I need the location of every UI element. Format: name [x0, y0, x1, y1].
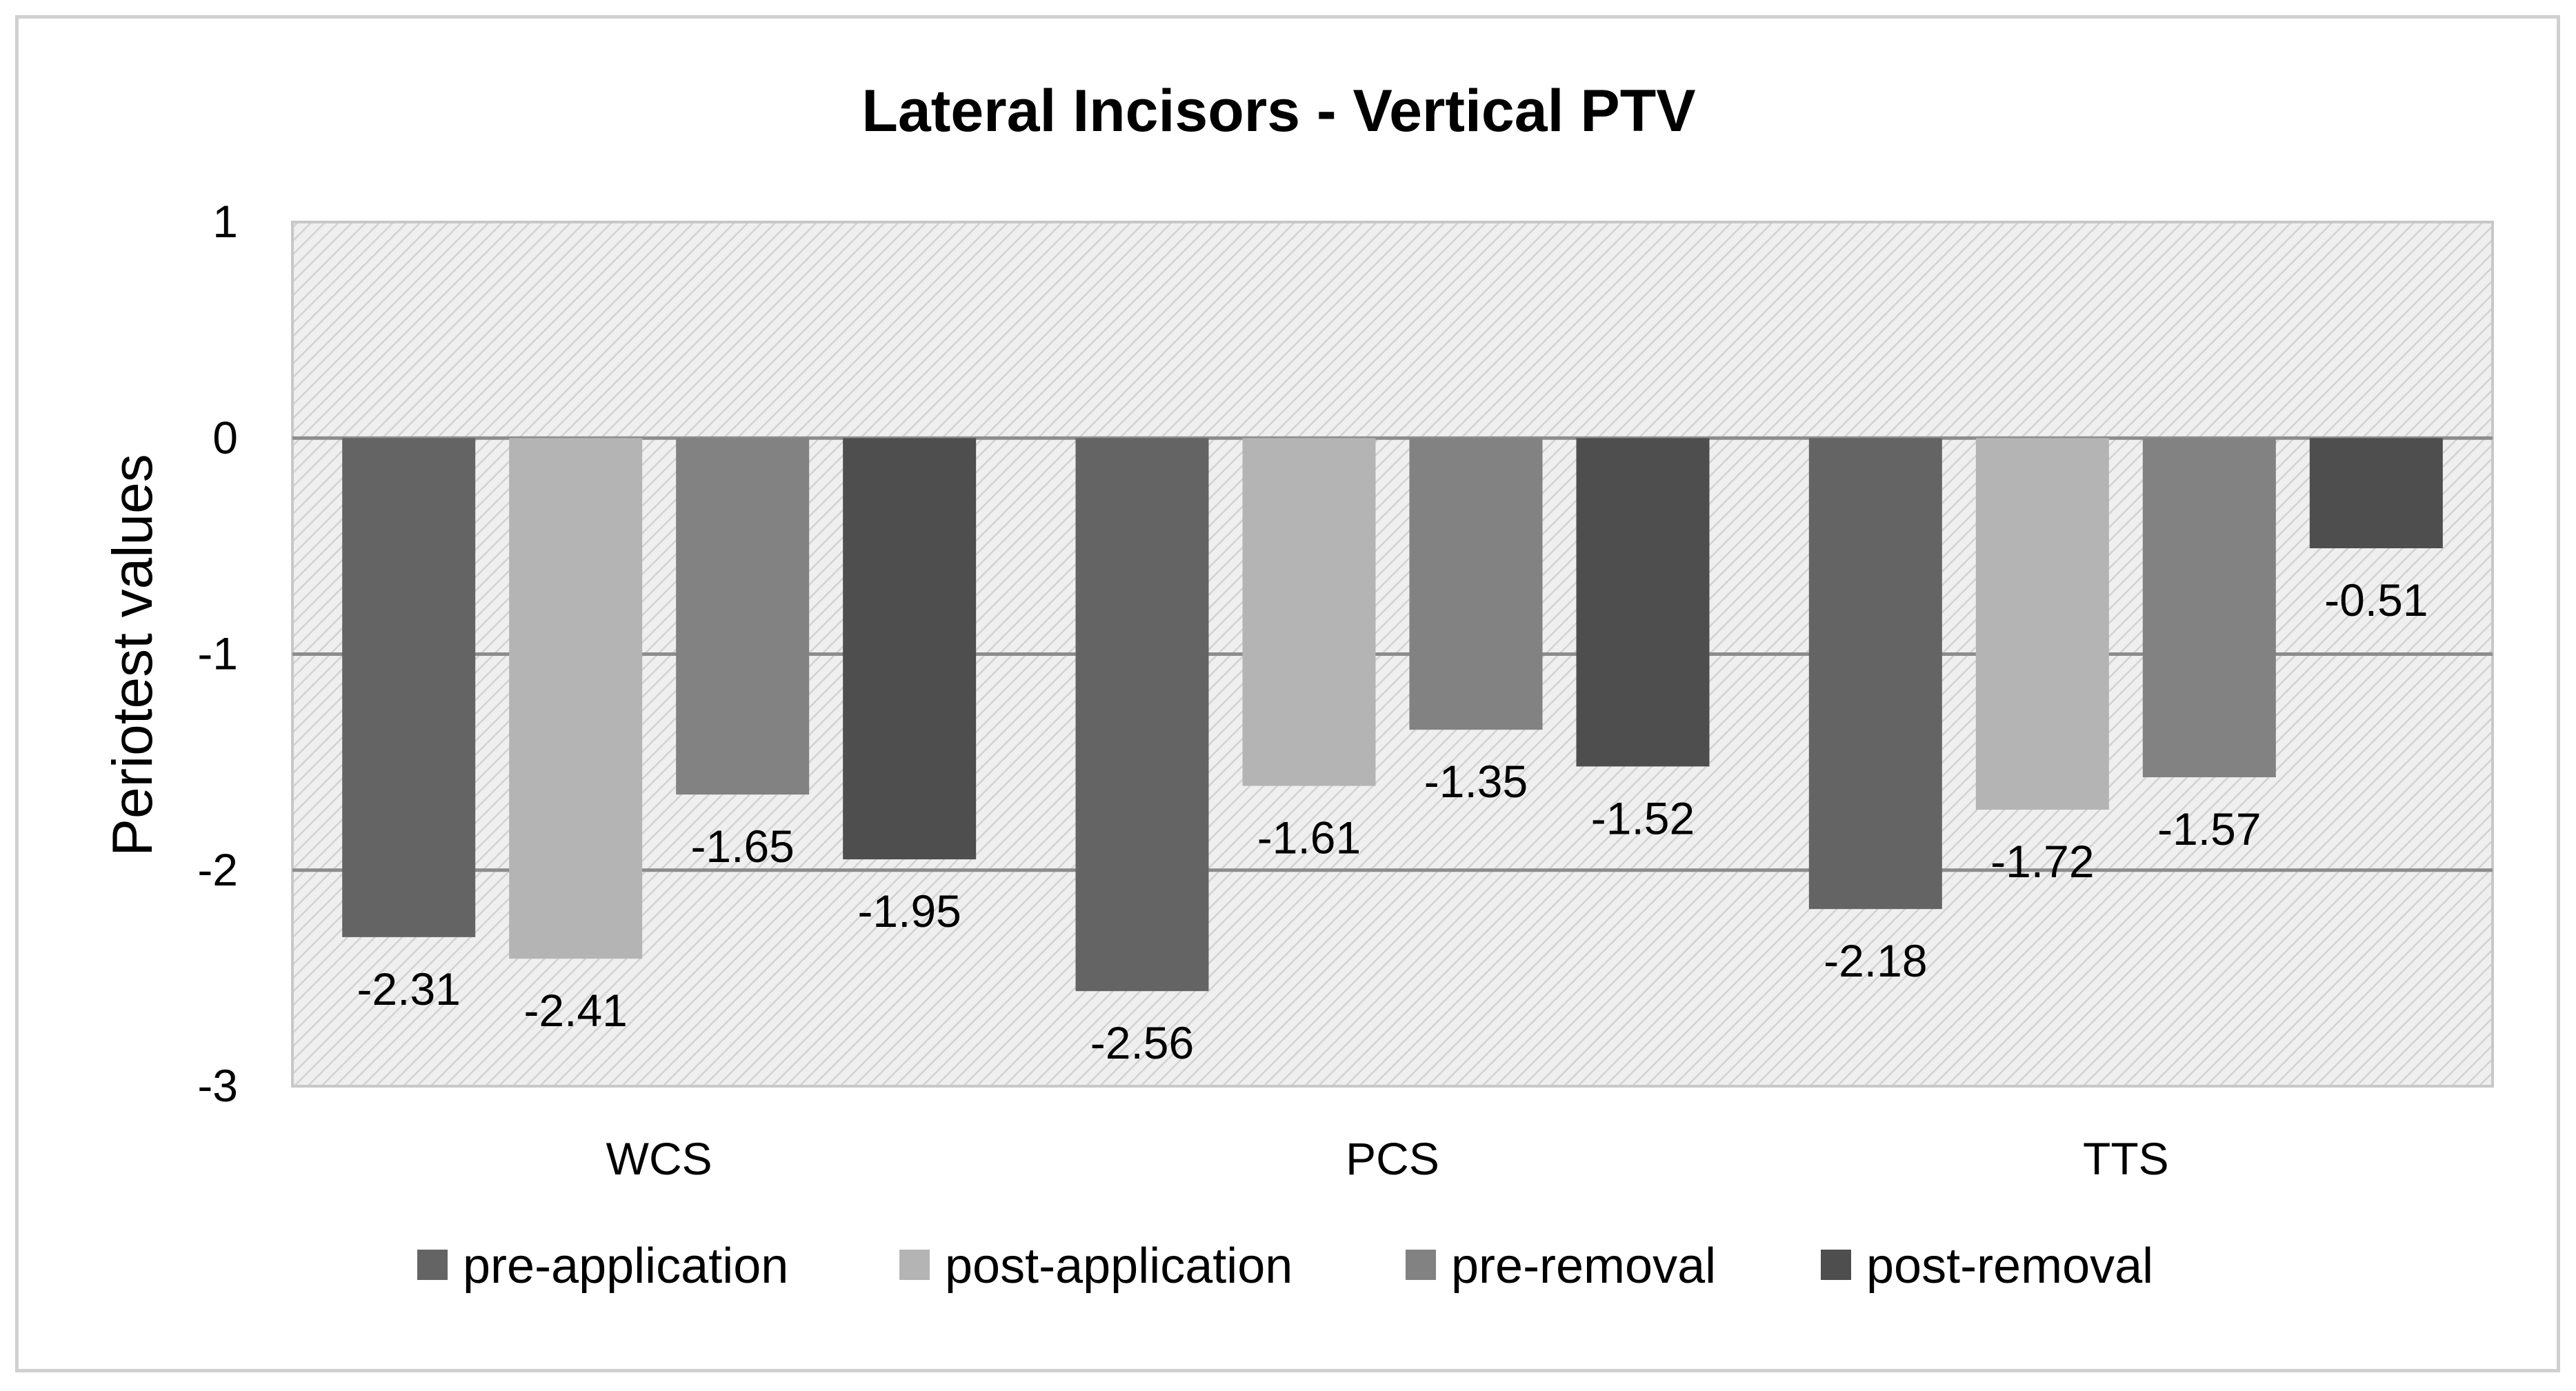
y-tick-label: -3 — [197, 1060, 238, 1111]
chart-title: Lateral Incisors - Vertical PTV — [861, 78, 1695, 144]
legend-label: post-application — [945, 1239, 1292, 1294]
data-label: -2.18 — [1824, 935, 1927, 986]
bar-pre-removal-WCS — [676, 438, 810, 795]
y-tick-label: 1 — [212, 196, 238, 247]
bar-post-removal-PCS — [1576, 438, 1710, 767]
data-label: -2.56 — [1090, 1017, 1194, 1068]
data-label: -1.52 — [1591, 792, 1695, 843]
data-labels: -2.31 -2.41 -1.65 -1.95 -2.56 -1.61 -1.35 -1.52… — [357, 574, 2428, 1068]
legend-label: pre-application — [463, 1239, 788, 1294]
bar-pre-application-PCS — [1075, 438, 1209, 992]
data-label: -2.31 — [357, 963, 460, 1014]
x-tick-label: WCS — [606, 1133, 712, 1184]
y-tick-label: -1 — [197, 628, 238, 679]
bar-post-removal-WCS — [843, 438, 977, 860]
data-label: -2.41 — [523, 985, 627, 1036]
data-label: -1.95 — [857, 885, 961, 937]
data-label: -1.57 — [2157, 803, 2261, 854]
bars — [342, 438, 2443, 992]
y-axis-label: Periotest values — [101, 454, 164, 856]
data-label: -1.35 — [1424, 756, 1528, 807]
y-tick-label: -2 — [197, 844, 238, 895]
y-tick-label: 0 — [212, 412, 238, 463]
legend-label: post-removal — [1866, 1239, 2153, 1294]
legend-swatch — [1406, 1250, 1436, 1280]
x-tick-label: PCS — [1346, 1133, 1439, 1184]
y-axis-ticks: 1 0 -1 -2 -3 — [197, 196, 238, 1111]
legend-swatch — [899, 1250, 930, 1280]
legend-swatch — [417, 1250, 448, 1280]
x-tick-label: TTS — [2083, 1133, 2169, 1184]
legend: pre-application post-application pre-remov… — [417, 1239, 2153, 1294]
data-label: -1.61 — [1257, 812, 1361, 863]
legend-label: pre-removal — [1451, 1239, 1716, 1294]
bar-post-removal-TTS — [2309, 438, 2443, 549]
bar-pre-application-TTS — [1808, 438, 1942, 910]
legend-swatch — [1821, 1250, 1851, 1280]
bar-pre-application-WCS — [342, 438, 476, 937]
gridlines — [292, 436, 2493, 872]
data-label: -0.51 — [2324, 574, 2428, 626]
bar-post-application-WCS — [509, 438, 643, 959]
bar-post-application-TTS — [1975, 438, 2109, 810]
bar-pre-removal-TTS — [2142, 438, 2276, 778]
data-label: -1.72 — [1990, 836, 2094, 887]
x-axis-ticks: WCS PCS TTS — [606, 1133, 2169, 1184]
bar-pre-removal-PCS — [1409, 438, 1543, 730]
bar-post-application-PCS — [1242, 438, 1376, 786]
data-label: -1.65 — [690, 821, 794, 872]
